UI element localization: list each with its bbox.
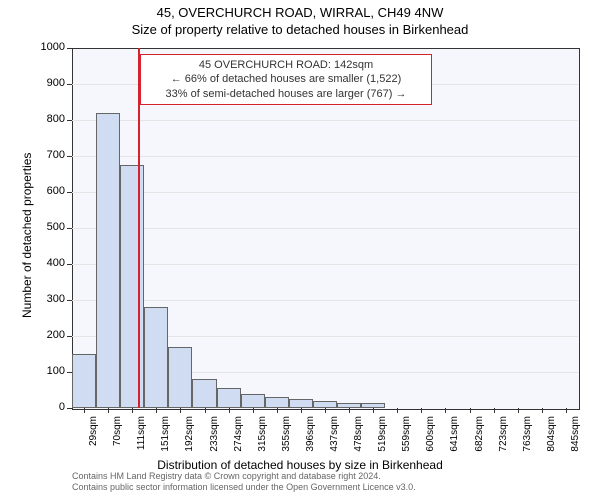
gridline	[72, 120, 578, 121]
bar	[241, 394, 265, 408]
footer-line2: Contains public sector information licen…	[72, 482, 416, 494]
gridline	[72, 156, 578, 157]
x-tick-label: 274sqm	[233, 416, 244, 466]
y-tick-label: 800	[30, 113, 65, 125]
y-tick-label: 700	[30, 149, 65, 161]
y-tick	[67, 336, 72, 337]
y-tick-label: 100	[30, 365, 65, 377]
annotation-line1: 45 OVERCHURCH ROAD: 142sqm	[147, 58, 425, 72]
x-tick	[566, 408, 567, 413]
x-tick	[325, 408, 326, 413]
x-tick-label: 641sqm	[449, 416, 460, 466]
x-tick-label: 723sqm	[498, 416, 509, 466]
bar	[120, 165, 144, 408]
x-tick-label: 151sqm	[160, 416, 171, 466]
bar	[289, 399, 313, 408]
footer-attribution: Contains HM Land Registry data © Crown c…	[72, 471, 416, 494]
x-tick	[277, 408, 278, 413]
x-tick	[349, 408, 350, 413]
x-tick	[84, 408, 85, 413]
annotation-line2: ← 66% of detached houses are smaller (1,…	[147, 72, 425, 86]
y-tick	[67, 228, 72, 229]
x-tick-label: 478sqm	[353, 416, 364, 466]
x-tick-label: 233sqm	[209, 416, 220, 466]
footer-line1: Contains HM Land Registry data © Crown c…	[72, 471, 416, 483]
x-tick	[421, 408, 422, 413]
x-tick	[373, 408, 374, 413]
x-tick-label: 682sqm	[474, 416, 485, 466]
annotation-box: 45 OVERCHURCH ROAD: 142sqm← 66% of detac…	[140, 54, 432, 105]
y-tick-label: 500	[30, 221, 65, 233]
bar	[144, 307, 168, 408]
y-tick-label: 0	[30, 401, 65, 413]
y-tick-label: 1000	[30, 41, 65, 53]
bar	[217, 388, 241, 408]
x-tick-label: 70sqm	[112, 416, 123, 466]
x-tick-label: 600sqm	[425, 416, 436, 466]
x-tick-label: 437sqm	[329, 416, 340, 466]
bar	[168, 347, 192, 408]
x-tick	[518, 408, 519, 413]
x-tick-label: 804sqm	[546, 416, 557, 466]
x-tick	[108, 408, 109, 413]
x-tick-label: 519sqm	[377, 416, 388, 466]
x-tick	[229, 408, 230, 413]
x-tick	[494, 408, 495, 413]
x-tick	[470, 408, 471, 413]
x-tick	[156, 408, 157, 413]
x-tick-label: 396sqm	[305, 416, 316, 466]
y-tick-label: 300	[30, 293, 65, 305]
y-tick-label: 400	[30, 257, 65, 269]
y-tick	[67, 408, 72, 409]
gridline	[72, 300, 578, 301]
bar	[72, 354, 96, 408]
y-tick	[67, 300, 72, 301]
y-tick-label: 900	[30, 77, 65, 89]
y-tick	[67, 120, 72, 121]
y-tick	[67, 192, 72, 193]
x-tick	[445, 408, 446, 413]
bar	[313, 401, 337, 408]
x-tick	[180, 408, 181, 413]
x-tick-label: 845sqm	[570, 416, 581, 466]
y-tick	[67, 156, 72, 157]
gridline	[72, 264, 578, 265]
x-tick-label: 29sqm	[88, 416, 99, 466]
x-tick	[397, 408, 398, 413]
bar	[265, 397, 289, 408]
gridline	[72, 192, 578, 193]
x-tick-label: 192sqm	[184, 416, 195, 466]
y-tick-label: 200	[30, 329, 65, 341]
gridline	[72, 228, 578, 229]
x-tick	[301, 408, 302, 413]
x-tick	[205, 408, 206, 413]
page-title-subtitle: Size of property relative to detached ho…	[0, 22, 600, 37]
page-title-address: 45, OVERCHURCH ROAD, WIRRAL, CH49 4NW	[0, 5, 600, 20]
y-tick	[67, 84, 72, 85]
bar	[192, 379, 216, 408]
bar	[96, 113, 120, 408]
x-tick-label: 111sqm	[136, 416, 147, 466]
annotation-line3: 33% of semi-detached houses are larger (…	[147, 87, 425, 101]
x-tick-label: 763sqm	[522, 416, 533, 466]
x-tick	[132, 408, 133, 413]
y-tick	[67, 264, 72, 265]
y-tick-label: 600	[30, 185, 65, 197]
x-tick-label: 355sqm	[281, 416, 292, 466]
x-tick	[253, 408, 254, 413]
x-tick	[542, 408, 543, 413]
y-tick	[67, 48, 72, 49]
x-tick-label: 315sqm	[257, 416, 268, 466]
x-tick-label: 559sqm	[401, 416, 412, 466]
